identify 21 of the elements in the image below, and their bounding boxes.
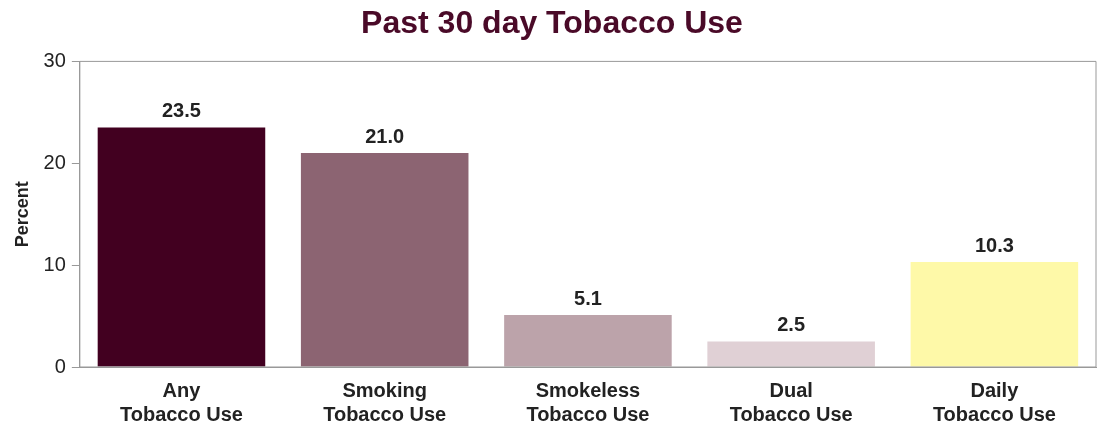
data-label: 21.0 (365, 124, 405, 147)
chart-title: Past 30 day Tobacco Use (361, 4, 743, 41)
x-tick-label: Any Tobacco Use (119, 378, 243, 425)
x-tick-label: Smokeless Tobacco Use (526, 378, 650, 425)
bar (504, 315, 672, 367)
bar (707, 341, 875, 367)
bar (97, 127, 266, 367)
data-label: 2.5 (777, 313, 806, 336)
bar (300, 153, 469, 367)
y-axis-title: Percent (11, 181, 32, 248)
y-tick-label: 10 (43, 252, 66, 275)
x-tick-label: Daily Tobacco Use (932, 378, 1056, 425)
y-tick-label: 0 (54, 354, 66, 377)
bar (910, 262, 1079, 367)
data-label: 23.5 (161, 99, 201, 122)
y-tick-label: 30 (43, 48, 66, 71)
y-tick-label: 20 (43, 150, 66, 173)
data-label: 5.1 (574, 286, 602, 309)
x-tick-label: Dual Tobacco Use (729, 378, 853, 425)
data-label: 10.3 (974, 233, 1014, 256)
x-tick-label: Smoking Tobacco Use (323, 378, 447, 425)
